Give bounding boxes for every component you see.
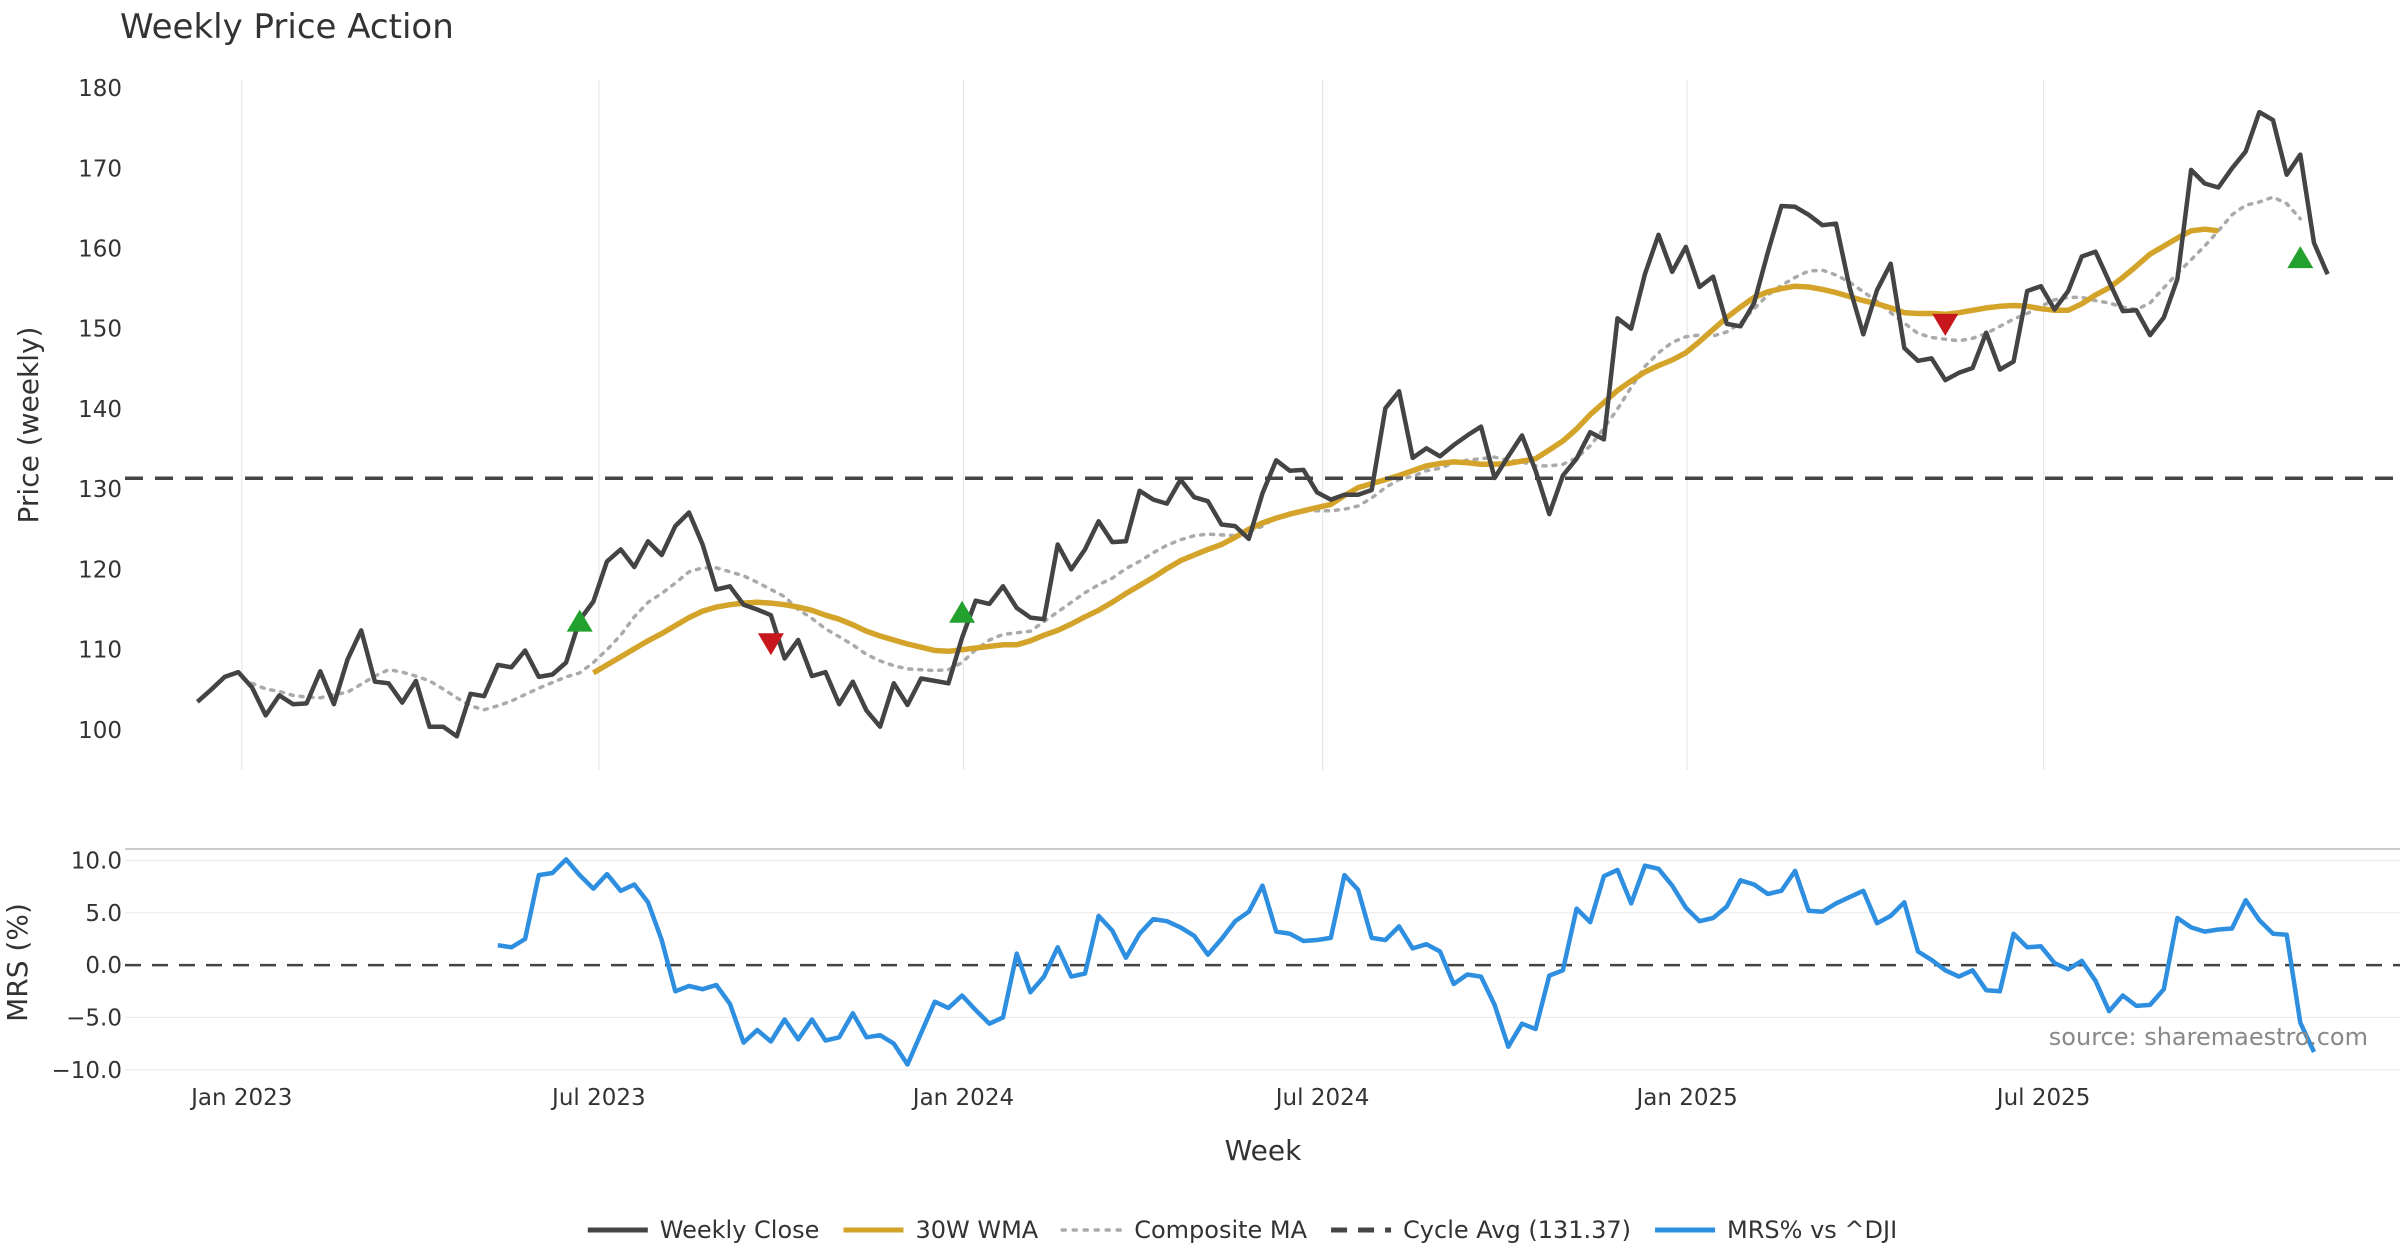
mrs-y-tick: −10.0 bbox=[52, 1058, 122, 1084]
sell-signal-marker-3 bbox=[1932, 313, 1959, 336]
price-y-tick: 130 bbox=[78, 477, 122, 503]
series-mrs-vs-dji-line bbox=[497, 857, 2317, 1067]
source-label: source: sharemaestro.com bbox=[2049, 1023, 2368, 1051]
series-weekly-close-line bbox=[195, 109, 2330, 739]
legend-label: Composite MA bbox=[1134, 1216, 1307, 1244]
x-tick-label: Jul 2024 bbox=[1274, 1085, 1370, 1111]
series-composite-ma-line bbox=[250, 195, 2303, 712]
x-tick-label: Jul 2023 bbox=[550, 1085, 646, 1111]
price-panel: 100 110 120 130 140 150 160 170 180 Price (weekly… bbox=[12, 76, 2400, 770]
price-y-axis-label: Price (weekly) bbox=[12, 327, 45, 524]
price-y-tick: 120 bbox=[78, 557, 122, 583]
mrs-y-axis-label: MRS (%) bbox=[1, 903, 34, 1022]
sell-signal-marker-1 bbox=[757, 633, 784, 656]
legend-label: Cycle Avg (131.37) bbox=[1403, 1216, 1631, 1244]
mrs-y-tick: 5.0 bbox=[85, 901, 122, 927]
price-y-tick: 140 bbox=[78, 397, 122, 423]
legend-label: 30W WMA bbox=[915, 1216, 1038, 1244]
x-tick-label: Jan 2024 bbox=[911, 1085, 1014, 1111]
legend-label: Weekly Close bbox=[660, 1216, 820, 1244]
x-axis-label: Week bbox=[1225, 1134, 1302, 1167]
buy-signal-marker-4 bbox=[2287, 246, 2314, 269]
series-30w-wma-line bbox=[592, 226, 2219, 676]
price-y-tick: 150 bbox=[78, 317, 122, 343]
price-y-tick: 110 bbox=[78, 638, 122, 664]
mrs-y-tick: 10.0 bbox=[71, 848, 122, 874]
price-y-tick: 180 bbox=[78, 76, 122, 102]
price-y-tick: 100 bbox=[78, 718, 122, 744]
x-tick-label: Jan 2025 bbox=[1635, 1085, 1738, 1111]
x-tick-label: Jan 2023 bbox=[189, 1085, 292, 1111]
price-y-tick: 170 bbox=[78, 156, 122, 182]
buy-signal-marker-0 bbox=[566, 609, 593, 632]
price-y-tick: 160 bbox=[78, 236, 122, 262]
mrs-y-tick: −5.0 bbox=[66, 1005, 122, 1031]
legend-label: MRS% vs ^DJI bbox=[1727, 1216, 1897, 1244]
mrs-y-tick: 0.0 bbox=[85, 953, 122, 979]
chart-title: Weekly Price Action bbox=[120, 7, 454, 47]
legend: Weekly Close 30W WMA Composite MA Cycle Avg… bbox=[587, 1216, 1897, 1244]
x-tick-label: Jul 2025 bbox=[1995, 1085, 2091, 1111]
buy-signal-marker-2 bbox=[949, 600, 976, 623]
mrs-panel: −10.0 −5.0 0.0 5.0 10.0 MRS (%) bbox=[1, 848, 2400, 1084]
x-axis: Jan 2023 Jul 2023 Jan 2024 Jul 2024 Jan 2025… bbox=[189, 1085, 2090, 1111]
